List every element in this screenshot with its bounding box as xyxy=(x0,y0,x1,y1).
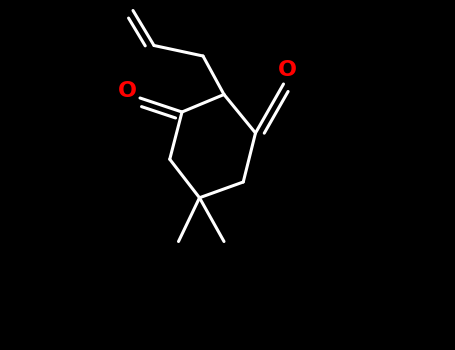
Text: O: O xyxy=(278,60,297,80)
Text: O: O xyxy=(118,81,137,101)
